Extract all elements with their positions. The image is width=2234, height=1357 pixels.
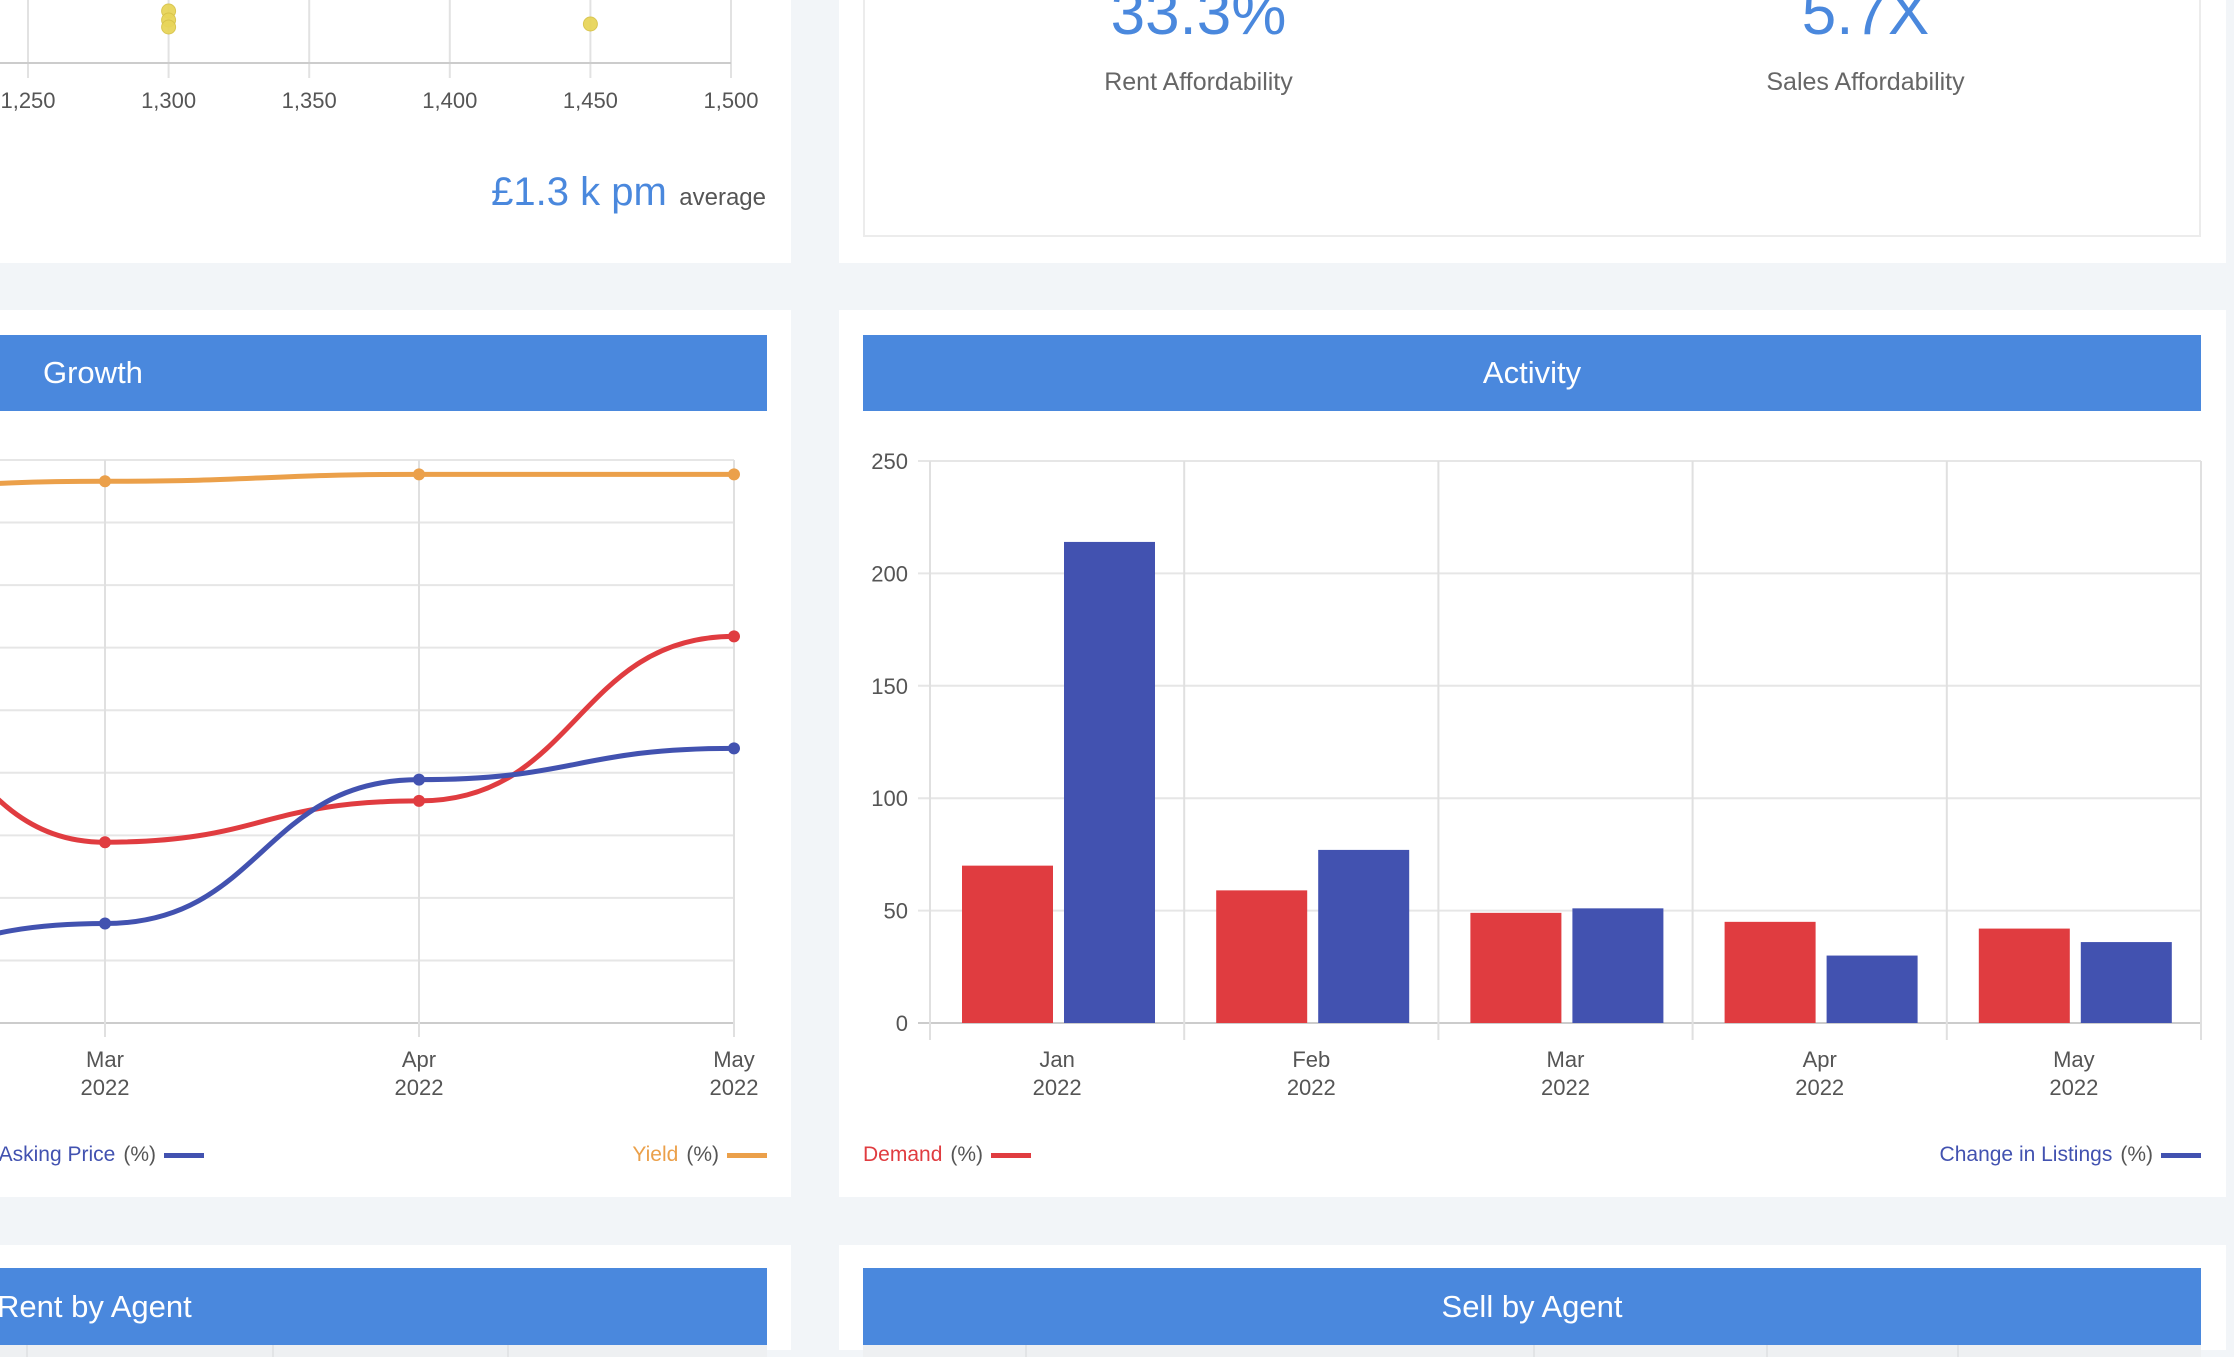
activity-x-tick-year: 2022 [1795,1075,1844,1100]
legend-demand-swatch [991,1152,1032,1158]
scatter-point [161,19,177,35]
rent-affordability-label: Rent Affordability [1104,68,1293,96]
activity-y-tick-label: 250 [871,449,908,474]
scatter-tick-label: 1,400 [422,88,477,113]
growth-x-tick-month: Mar [86,1047,124,1072]
growth-line-series-0 [0,471,735,486]
activity-y-tick-label: 100 [871,786,908,811]
growth-title: Growth [43,355,143,390]
sell-by-agent-header: Sell by Agent [863,1268,2201,1345]
activity-y-tick-label: 200 [871,561,908,586]
activity-x-tick-year: 2022 [1033,1075,1082,1100]
rent-by-agent-card: Rent by Agent [0,1245,791,1357]
legend-yield[interactable]: Yield (%) [632,1143,767,1167]
activity-header: Activity [863,335,2201,411]
rent-scatter-chart: 1,250 1,300 1,350 1,400 1,450 1,500 [0,0,759,113]
growth-point-series-0 [413,468,425,481]
growth-line-series-2 [0,745,735,936]
activity-bar-demand [1470,912,1562,1023]
rent-by-agent-title: Rent by Agent [0,1288,192,1324]
growth-point-series-0 [728,468,740,481]
activity-x-tick-year: 2022 [1287,1075,1336,1100]
growth-point-series-0 [99,475,111,488]
sales-affordability-value: 5.7X [1801,0,1930,48]
legend-listings-unit: (%) [2120,1143,2153,1166]
activity-y-tick-label: 50 [884,899,908,924]
activity-title: Activity [1482,355,1582,390]
activity-bar-listings [2080,942,2172,1023]
scatter-tick-label: 1,350 [282,88,337,113]
legend-asking-price-label: Asking Price [0,1143,116,1166]
growth-line-chart: Mar 2022 Apr 2022 May 2022 [0,459,759,1100]
activity-x-tick-year: 2022 [1541,1075,1590,1100]
activity-bar-listings [1318,849,1410,1023]
legend-asking-price-swatch [164,1152,204,1158]
activity-bar-listings [1826,955,1918,1023]
growth-card: Growth Mar 2022 Apr 2022 May 2022 Asking Pric… [0,310,791,1197]
growth-line-series-1 [0,633,735,845]
activity-bar-demand [1724,921,1816,1023]
rent-distribution-card: 1,250 1,300 1,350 1,400 1,450 1,500 £1.3 k pm… [0,0,791,263]
legend-asking-price-unit: (%) [123,1143,156,1166]
sell-table-header [863,1345,2201,1357]
growth-header: Growth [0,335,767,411]
rent-by-agent-header: Rent by Agent [0,1268,767,1345]
activity-x-tick-month: Jan [1039,1047,1074,1072]
activity-x-tick-month: Feb [1292,1047,1330,1072]
legend-yield-swatch [727,1152,767,1158]
growth-point-series-2 [728,742,740,755]
legend-change-in-listings[interactable]: Change in Listings (%) [1940,1143,2201,1167]
growth-x-tick-year: 2022 [81,1075,130,1100]
sell-by-agent-title: Sell by Agent [1441,1288,1623,1324]
average-rent-label: average [679,184,766,211]
sales-affordability-stat: 5.7X Sales Affordability [1532,0,2201,237]
rent-table-header [0,1345,767,1357]
growth-x-tick-year: 2022 [710,1075,759,1100]
legend-yield-unit: (%) [686,1143,719,1166]
activity-x-tick-month: May [2053,1047,2095,1072]
legend-asking-price[interactable]: Asking Price (%) [0,1143,204,1167]
activity-y-tick-label: 0 [896,1011,908,1036]
activity-bar-demand [1216,890,1308,1023]
legend-demand[interactable]: Demand (%) [863,1143,1032,1167]
legend-demand-unit: (%) [950,1143,984,1166]
legend-listings-label: Change in Listings [1939,1143,2113,1166]
growth-x-tick-year: 2022 [395,1075,444,1100]
activity-x-tick-month: Mar [1547,1047,1585,1072]
rent-affordability-value: 33.3% [1110,0,1287,48]
scatter-tick-label: 1,450 [563,88,618,113]
legend-demand-label: Demand [863,1143,943,1166]
average-rent: £1.3 k pm average [491,170,766,215]
affordability-card: 33.3% Rent Affordability 5.7X Sales Affo… [839,0,2226,263]
activity-bar-listings [1064,541,1155,1023]
sell-by-agent-card: Sell by Agent [839,1245,2226,1357]
sales-affordability-label: Sales Affordability [1766,68,1965,96]
rent-affordability-stat: 33.3% Rent Affordability [863,0,1534,237]
growth-point-series-2 [99,917,111,930]
activity-bar-listings [1572,908,1664,1023]
growth-x-tick-month: May [713,1047,755,1072]
scatter-point [582,16,598,32]
scatter-tick-label: 1,500 [703,88,758,113]
scatter-tick-label: 1,250 [0,88,55,113]
activity-x-tick-year: 2022 [2049,1075,2098,1100]
growth-point-series-1 [99,836,111,849]
growth-point-series-1 [728,630,740,643]
growth-x-tick-month: Apr [402,1047,436,1072]
legend-listings-swatch [2161,1152,2201,1158]
activity-card: Activity 250 200 150 100 50 0 Jan 2022 Feb 2022 Ma… [839,310,2226,1197]
activity-x-tick-month: Apr [1803,1047,1837,1072]
average-rent-value: £1.3 k pm [491,170,667,214]
activity-bar-demand [962,865,1053,1023]
growth-point-series-2 [413,773,425,786]
activity-y-tick-label: 150 [871,674,908,699]
scatter-tick-label: 1,300 [141,88,196,113]
legend-yield-label: Yield [632,1143,679,1166]
activity-bar-chart: 250 200 150 100 50 0 Jan 2022 Feb 2022 Mar 2022 Apr 2… [871,449,2202,1100]
activity-bar-demand [1978,928,2070,1023]
growth-point-series-1 [413,794,425,807]
